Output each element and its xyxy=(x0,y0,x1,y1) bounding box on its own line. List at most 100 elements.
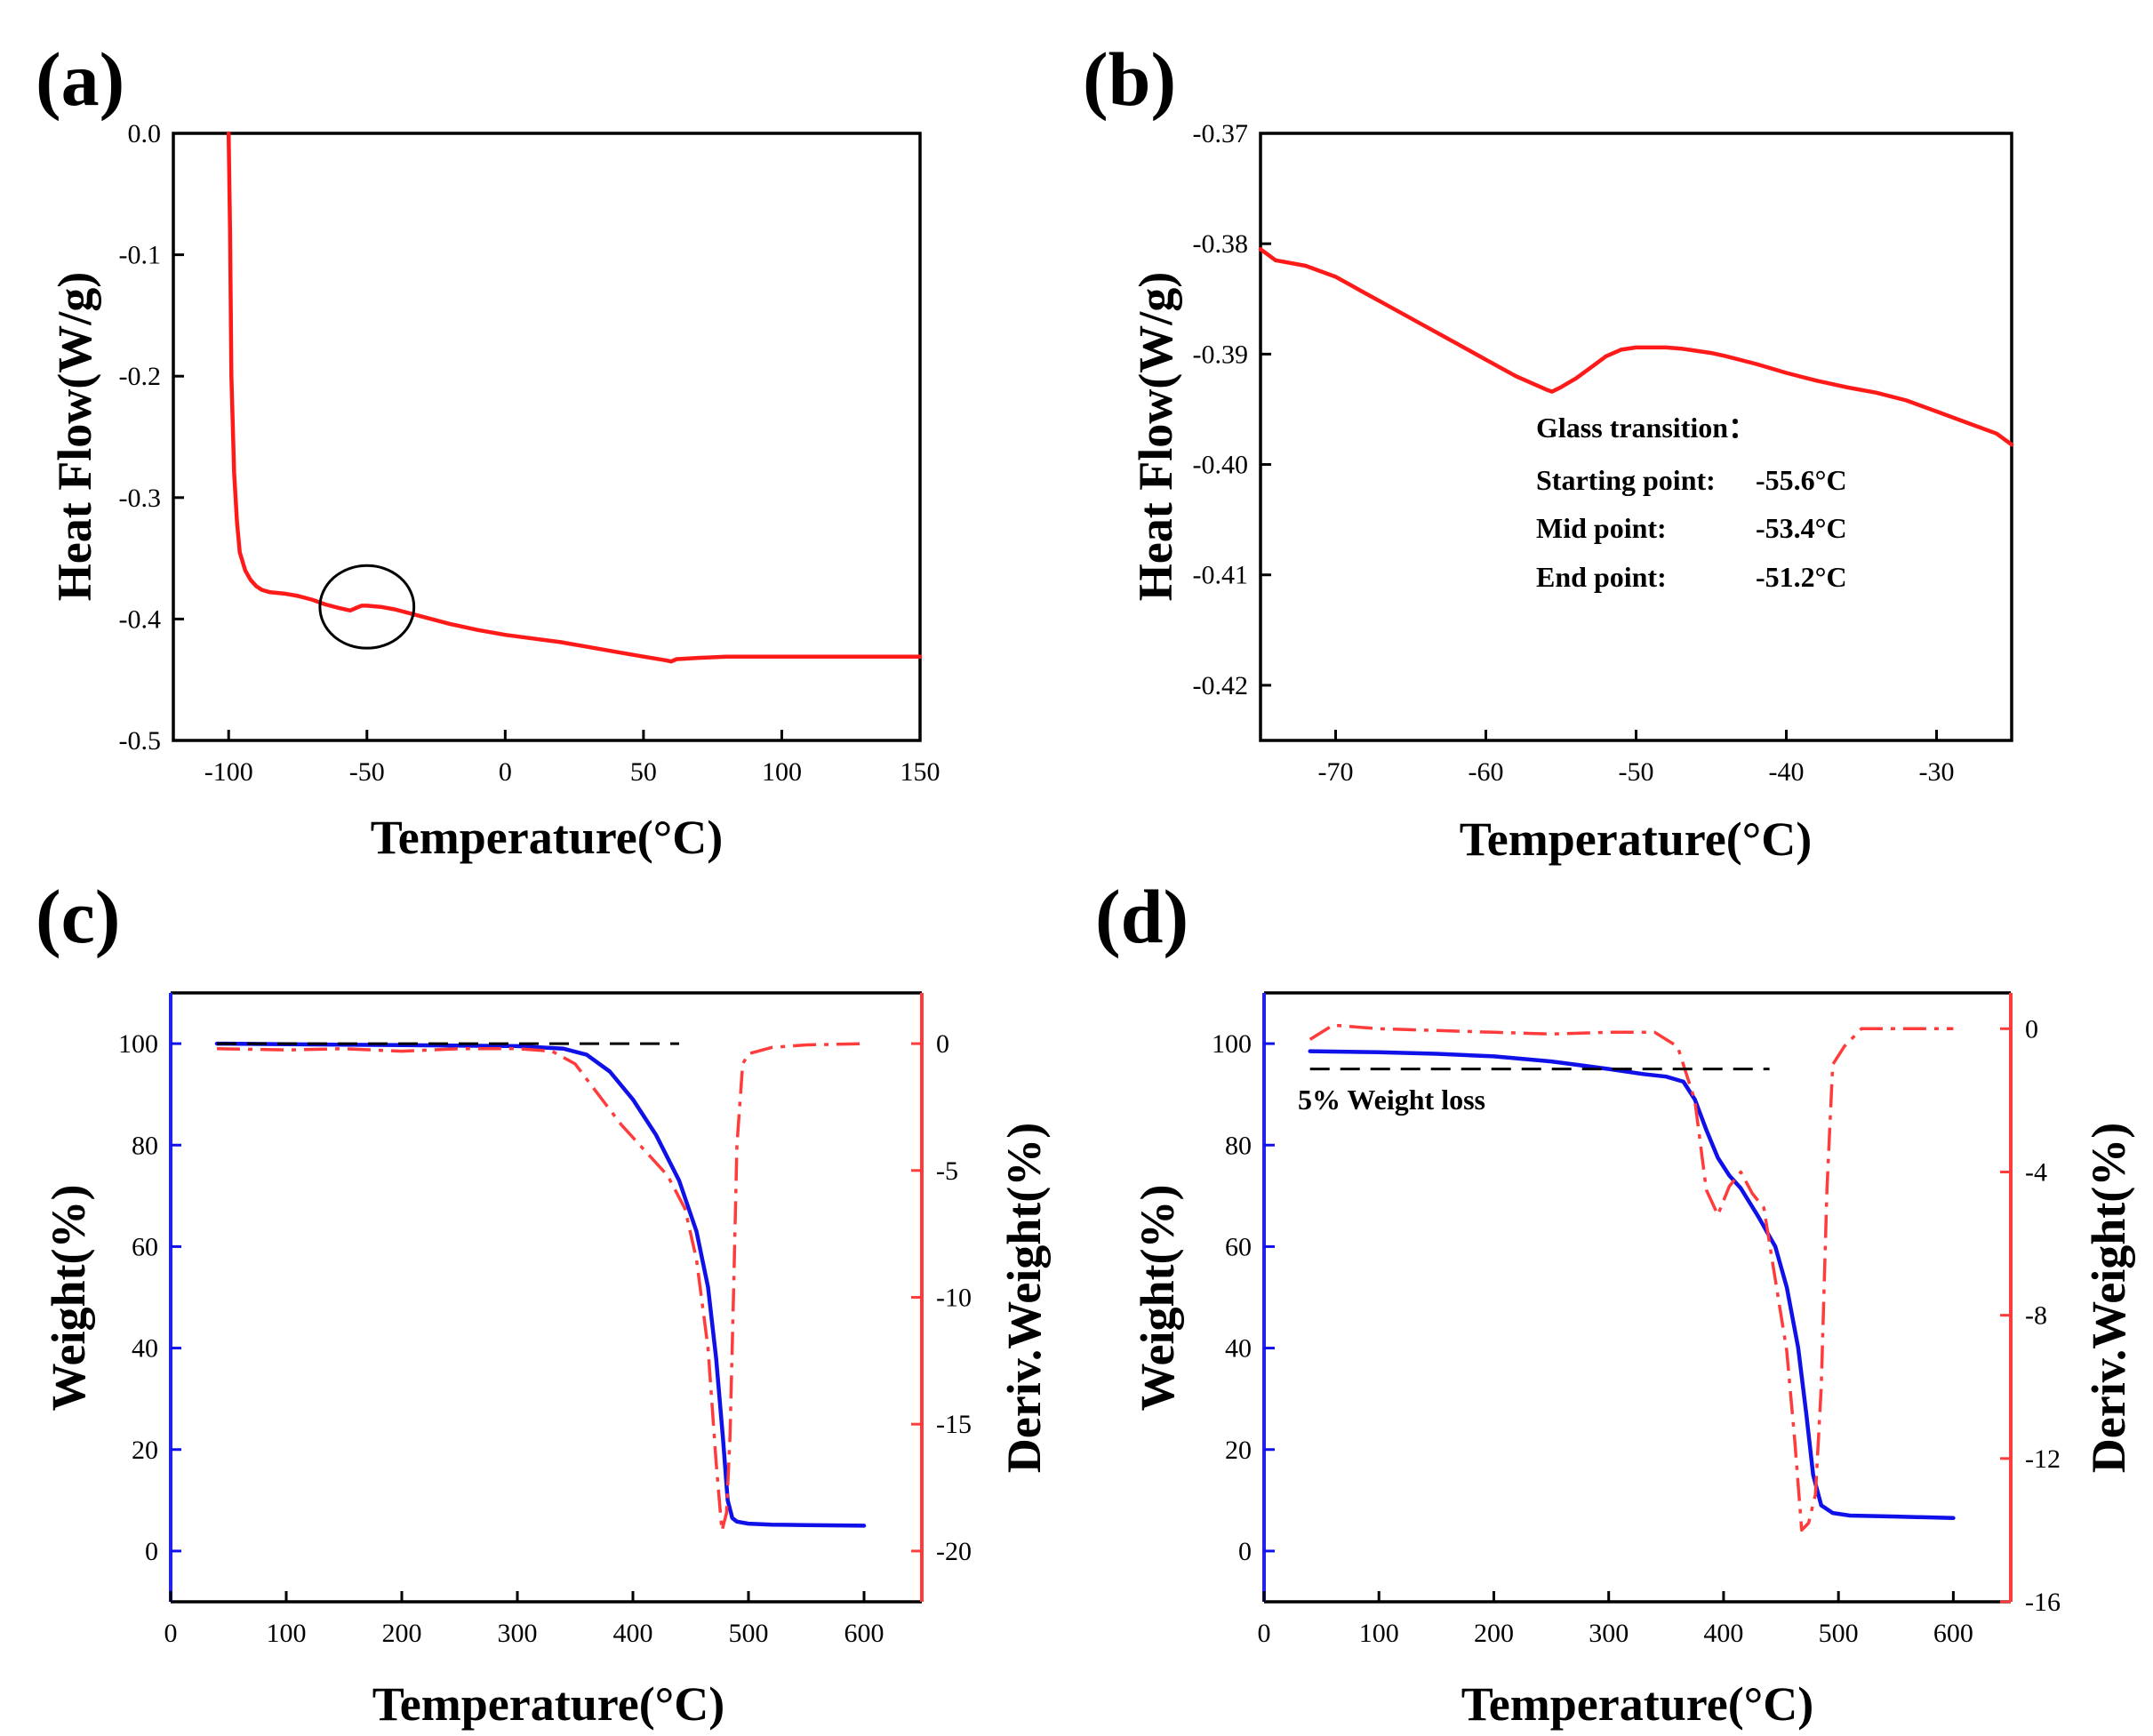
series-d xyxy=(1308,1023,1956,1532)
x-tick-label: 100 xyxy=(762,757,802,787)
y2-tick-label: -15 xyxy=(936,1410,972,1439)
y-axis-title-b: Heat Flow(W/g) xyxy=(1129,272,1182,601)
y-tick-label: -0.1 xyxy=(119,241,162,270)
series-line-dsc-heat-flow xyxy=(226,131,923,664)
series-line-deriv-weight xyxy=(216,1042,865,1532)
y2-tick-label: -20 xyxy=(936,1537,972,1566)
panel-label-a: (a) xyxy=(36,36,124,122)
y-tick-label: 100 xyxy=(1212,1029,1252,1059)
panel-c: (c) 0 100 200 300 400 500 600 0 20 40 60 80 100 0 -5 -1… xyxy=(36,874,1051,1731)
y-tick-label: 40 xyxy=(1225,1334,1252,1364)
ticks-d: 0 100 200 300 400 500 600 0 20 40 60 80 100 0 -4 -8 -12 -… xyxy=(1212,1014,2061,1648)
y2-tick-label: 0 xyxy=(2025,1014,2038,1044)
y-tick-label: 20 xyxy=(1225,1436,1252,1465)
highlight-circle xyxy=(318,564,416,650)
y-tick-label: -0.40 xyxy=(1193,451,1249,480)
starting-point-value: -55.6°C xyxy=(1756,464,1847,496)
x-tick-label: -60 xyxy=(1469,757,1504,787)
y-tick-label: 60 xyxy=(1225,1232,1252,1261)
y2-axis-title-c: Deriv.Weight(%) xyxy=(997,1123,1051,1473)
x-tick-label: 300 xyxy=(1589,1619,1629,1648)
ticks-a: -100 -50 0 50 100 150 0.0 -0.1 -0.2 -0.3 -0.4 -0.5 xyxy=(119,119,940,787)
end-point-value: -51.2°C xyxy=(1756,561,1847,593)
y-tick-label: -0.2 xyxy=(119,362,162,391)
panel-label-b: (b) xyxy=(1083,36,1176,122)
x-axis-title-c: Temperature(°C) xyxy=(372,1677,725,1731)
mid-point-label: Mid point: xyxy=(1536,512,1667,544)
y-tick-label: -0.5 xyxy=(119,726,162,756)
x-tick-label: 400 xyxy=(613,1619,653,1648)
weight-loss-label: 5% Weight loss xyxy=(1298,1084,1485,1116)
starting-point-label: Starting point: xyxy=(1536,464,1716,496)
x-tick-label: 150 xyxy=(900,757,940,787)
x-tick-label: 0 xyxy=(164,1619,178,1648)
y2-tick-label: -10 xyxy=(936,1284,972,1313)
glass-transition-annotation: Glass transition： Starting point: -55.6°… xyxy=(1536,412,1847,593)
ticks-c: 0 100 200 300 400 500 600 0 20 40 60 80 100 0 -5 -10 -15… xyxy=(118,1029,972,1648)
x-tick-label: -70 xyxy=(1318,757,1354,787)
panel-a: (a) -100 -50 0 50 100 1500.0-0.1-0.2-0.3-0.4-… xyxy=(36,36,940,864)
series-b xyxy=(1258,247,2014,447)
y2-tick-label: -12 xyxy=(2025,1444,2061,1474)
y2-tick-label: 0 xyxy=(936,1029,949,1059)
x-tick-label: 200 xyxy=(382,1619,422,1648)
panel-d: (d) 0 100 200 300 400 500 600 0 20 40 60 80 100 0 -4 -8… xyxy=(1095,874,2135,1731)
y-tick-label: -0.41 xyxy=(1193,561,1249,590)
x-tick-label: -40 xyxy=(1769,757,1805,787)
x-tick-label: 500 xyxy=(1819,1619,1859,1648)
series-a xyxy=(226,131,923,664)
y-tick-label: 0 xyxy=(1238,1537,1252,1566)
x-tick-label: 100 xyxy=(267,1619,307,1648)
series-line-deriv-weight xyxy=(1309,1023,1954,1532)
x-tick-label: 100 xyxy=(1359,1619,1399,1648)
x-tick-label: -50 xyxy=(349,757,385,787)
x-tick-label: 50 xyxy=(630,757,657,787)
y-tick-label: 40 xyxy=(132,1334,158,1364)
y-tick-label: -0.42 xyxy=(1193,671,1249,700)
x-tick-label: 200 xyxy=(1474,1619,1514,1648)
series-line-weight xyxy=(214,1041,867,1528)
y-tick-label: 0 xyxy=(145,1537,158,1566)
x-tick-label: 500 xyxy=(729,1619,769,1648)
y-tick-label: -0.37 xyxy=(1193,119,1249,148)
end-point-label: End point: xyxy=(1536,561,1667,593)
x-axis-title-a: Temperature(°C) xyxy=(371,811,724,864)
y-tick-label: -0.38 xyxy=(1193,229,1249,259)
y2-tick-label: -16 xyxy=(2025,1588,2061,1617)
y-tick-label: 0.0 xyxy=(128,119,162,148)
x-tick-label: 0 xyxy=(1258,1619,1271,1648)
panel-b: (b) -70 -60 -50 -40 -30-0.37-0.38-0.39-0.40-… xyxy=(1083,36,2014,866)
series-line-weight xyxy=(1308,1049,1956,1521)
x-tick-label: 600 xyxy=(844,1619,884,1648)
y-tick-label: -0.3 xyxy=(119,484,162,513)
y-tick-label: 60 xyxy=(132,1232,158,1261)
y-axis-title-a: Heat Flow(W/g) xyxy=(48,272,101,601)
series-c xyxy=(214,1041,867,1532)
panel-label-c: (c) xyxy=(36,874,120,959)
x-tick-label: 600 xyxy=(1933,1619,1973,1648)
y-tick-label: -0.39 xyxy=(1193,340,1249,369)
y2-tick-label: -8 xyxy=(2025,1301,2047,1331)
x-tick-label: 400 xyxy=(1703,1619,1743,1648)
y2-tick-label: -5 xyxy=(936,1156,958,1186)
x-tick-label: 300 xyxy=(498,1619,538,1648)
x-tick-label: -50 xyxy=(1619,757,1654,787)
x-axis-title-d: Temperature(°C) xyxy=(1461,1677,1814,1731)
glass-transition-title: Glass transition： xyxy=(1536,412,1757,444)
y-tick-label: 100 xyxy=(118,1029,158,1059)
mid-point-value: -53.4°C xyxy=(1756,512,1847,544)
x-axis-title-b: Temperature(°C) xyxy=(1460,812,1813,866)
series-line-dsc-heat-flow-zoom- xyxy=(1258,247,2014,447)
y-tick-label: 20 xyxy=(132,1436,158,1465)
y-tick-label: -0.4 xyxy=(119,604,162,634)
y-axis-title-c: Weight(%) xyxy=(42,1185,95,1412)
x-tick-label: -100 xyxy=(204,757,253,787)
ticks-b: -70 -60 -50 -40 -30 -0.37 -0.38 -0.39 -0.40 -0.41… xyxy=(1193,119,1955,787)
y2-axis-title-d: Deriv.Weight(%) xyxy=(2082,1123,2135,1473)
x-tick-label: 0 xyxy=(499,757,512,787)
y2-tick-label: -4 xyxy=(2025,1157,2047,1187)
panel-label-d: (d) xyxy=(1095,874,1189,959)
y-tick-label: 80 xyxy=(132,1131,158,1160)
x-tick-label: -30 xyxy=(1919,757,1955,787)
